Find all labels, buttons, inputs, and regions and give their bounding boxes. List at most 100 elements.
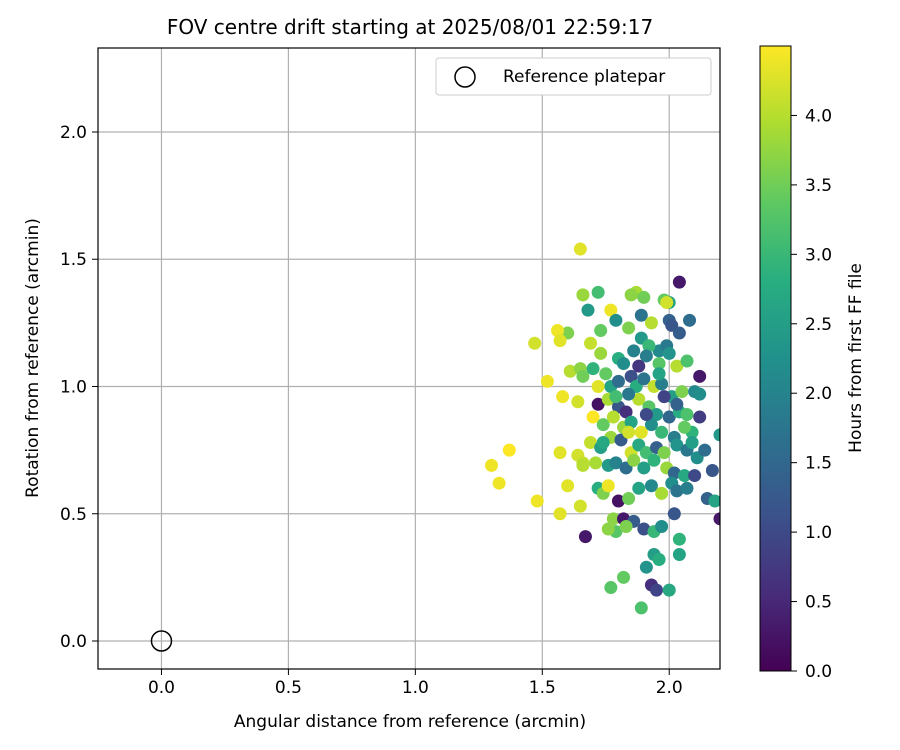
scatter-point (662, 410, 676, 424)
scatter-point (604, 581, 618, 595)
scatter-point (652, 367, 666, 381)
scatter-point (677, 469, 691, 483)
scatter-point (670, 397, 684, 411)
scatter-point (596, 418, 610, 432)
scatter-point (485, 458, 499, 472)
scatter-point (652, 553, 666, 567)
scatter-point (688, 469, 702, 483)
scatter-point (680, 407, 694, 421)
scatter-point (683, 313, 697, 327)
x-tick-label: 1.5 (529, 678, 556, 698)
scatter-point (655, 519, 669, 533)
legend-box (435, 57, 712, 96)
x-axis: 0.0 0.5 1.0 1.5 2.0 (148, 669, 683, 698)
scatter-point (657, 390, 671, 404)
scatter-point (639, 349, 653, 363)
scatter-point (670, 438, 684, 452)
scatter-point (644, 316, 658, 330)
scatter-point (492, 476, 506, 490)
scatter-point (667, 466, 681, 480)
y-tick-label: 1.0 (60, 377, 87, 397)
scatter-point (619, 405, 633, 419)
scatter-point (655, 486, 669, 500)
scatter-point (708, 494, 720, 508)
scatter-point (637, 461, 651, 475)
scatter-point (662, 346, 676, 360)
y-tick-label: 0.0 (60, 632, 87, 652)
scatter-point (576, 458, 590, 472)
scatter-point (637, 290, 651, 304)
scatter-point (556, 390, 570, 404)
scatter-point (634, 425, 648, 439)
scatter-point (609, 313, 623, 327)
scatter-point (652, 357, 666, 371)
scatter-point (563, 364, 577, 378)
scatter-point (622, 425, 636, 439)
scatter-point (589, 456, 603, 470)
scatter-point (611, 494, 625, 508)
scatter-point (530, 494, 544, 508)
scatter-point (606, 410, 620, 424)
colorbar-tick-label: 2.5 (805, 315, 832, 335)
scatter-point (713, 428, 720, 442)
scatter-point (670, 484, 684, 498)
scatter-point (599, 367, 613, 381)
scatter-point (632, 481, 646, 495)
colorbar-ticks: 0.0 0.5 1.0 1.5 2.0 2.5 3.0 3.5 4.0 (791, 106, 832, 682)
scatter-point (672, 275, 686, 289)
scatter-point (655, 377, 669, 391)
scatter-point (609, 456, 623, 470)
scatter-point (624, 288, 638, 302)
colorbar-tick-label: 0.0 (805, 662, 832, 682)
scatter-point (586, 362, 600, 376)
scatter-point (672, 326, 686, 340)
scatter-point (680, 481, 694, 495)
colorbar-tick-label: 3.5 (805, 176, 832, 196)
colorbar-label: Hours from first FF file (846, 263, 866, 453)
scatter-point (639, 560, 653, 574)
scatter-point (622, 491, 636, 505)
scatter-point (637, 372, 651, 386)
scatter-point (571, 395, 585, 409)
scatter-point (573, 499, 587, 513)
scatter-point (601, 479, 615, 493)
x-tick-label: 2.0 (656, 678, 683, 698)
scatter-point (698, 443, 712, 457)
scatter-point (576, 288, 590, 302)
scatter-point (584, 435, 598, 449)
scatter-point (667, 507, 681, 521)
chart-title: FOV centre drift starting at 2025/08/01 … (167, 15, 653, 39)
scatter-point (634, 601, 648, 615)
scatter-point (502, 443, 516, 457)
scatter-point (662, 583, 676, 597)
scatter-point (594, 324, 608, 338)
scatter-point (647, 453, 661, 467)
scatter-point (561, 479, 575, 493)
scatter-point (637, 522, 651, 536)
y-tick-label: 0.5 (60, 505, 87, 525)
colorbar-gradient (759, 45, 792, 672)
legend-marker-icon (454, 66, 476, 88)
scatter-point (591, 379, 605, 393)
scatter-point (617, 570, 631, 584)
scatter-point (650, 407, 664, 421)
scatter-point (622, 321, 636, 335)
colorbar-tick-label: 0.5 (805, 593, 832, 613)
scatter-point (606, 512, 620, 526)
scatter-point (713, 512, 720, 526)
scatter-point (642, 339, 656, 353)
scatter-point (584, 336, 598, 350)
scatter-point (581, 303, 595, 317)
scatter-point (619, 519, 633, 533)
scatter-point (627, 344, 641, 358)
y-axis-label: Rotation from reference (arcmin) (23, 218, 43, 498)
scatter-point (693, 387, 707, 401)
scatter-point (632, 392, 646, 406)
scatter-point (705, 463, 719, 477)
scatter-point (573, 242, 587, 256)
scatter-point (596, 435, 610, 449)
scatter-point (655, 425, 669, 439)
scatter-point (591, 285, 605, 299)
colorbar-tick-label: 1.0 (805, 523, 832, 543)
